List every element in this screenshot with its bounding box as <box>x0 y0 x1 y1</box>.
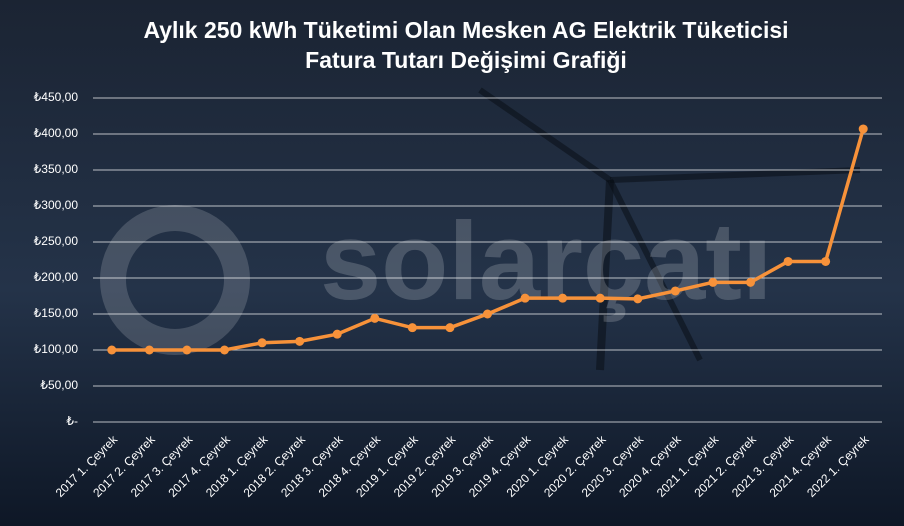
y-tick-label: ₺50,00 <box>40 378 78 392</box>
data-point <box>558 294 567 303</box>
data-point <box>633 294 642 303</box>
y-tick-label: ₺- <box>66 414 78 428</box>
y-tick-label: ₺300,00 <box>34 198 79 212</box>
data-point <box>483 310 492 319</box>
watermark: solarçatı <box>320 200 772 323</box>
chart: solarçatı Aylık 250 kWh Tüketimi Olan Me… <box>0 0 904 526</box>
y-tick-label: ₺150,00 <box>34 306 79 320</box>
data-point <box>784 257 793 266</box>
data-point <box>859 124 868 133</box>
data-point <box>145 346 154 355</box>
chart-title: Aylık 250 kWh Tüketimi Olan Mesken AG El… <box>143 17 788 43</box>
data-point <box>821 257 830 266</box>
chart-title: Fatura Tutarı Değişimi Grafiği <box>305 47 627 73</box>
data-point <box>408 323 417 332</box>
data-point <box>295 337 304 346</box>
data-point <box>107 346 116 355</box>
y-tick-label: ₺100,00 <box>34 342 79 356</box>
data-point <box>671 286 680 295</box>
y-tick-label: ₺200,00 <box>34 270 79 284</box>
data-point <box>220 346 229 355</box>
y-tick-label: ₺250,00 <box>34 234 79 248</box>
data-point <box>445 323 454 332</box>
y-tick-label: ₺400,00 <box>34 126 79 140</box>
y-tick-label: ₺350,00 <box>34 162 79 176</box>
y-tick-label: ₺450,00 <box>34 90 79 104</box>
data-point <box>708 278 717 287</box>
data-point <box>521 294 530 303</box>
data-point <box>182 346 191 355</box>
data-point <box>333 330 342 339</box>
data-point <box>370 314 379 323</box>
data-point <box>746 278 755 287</box>
data-point <box>596 294 605 303</box>
data-point <box>258 338 267 347</box>
